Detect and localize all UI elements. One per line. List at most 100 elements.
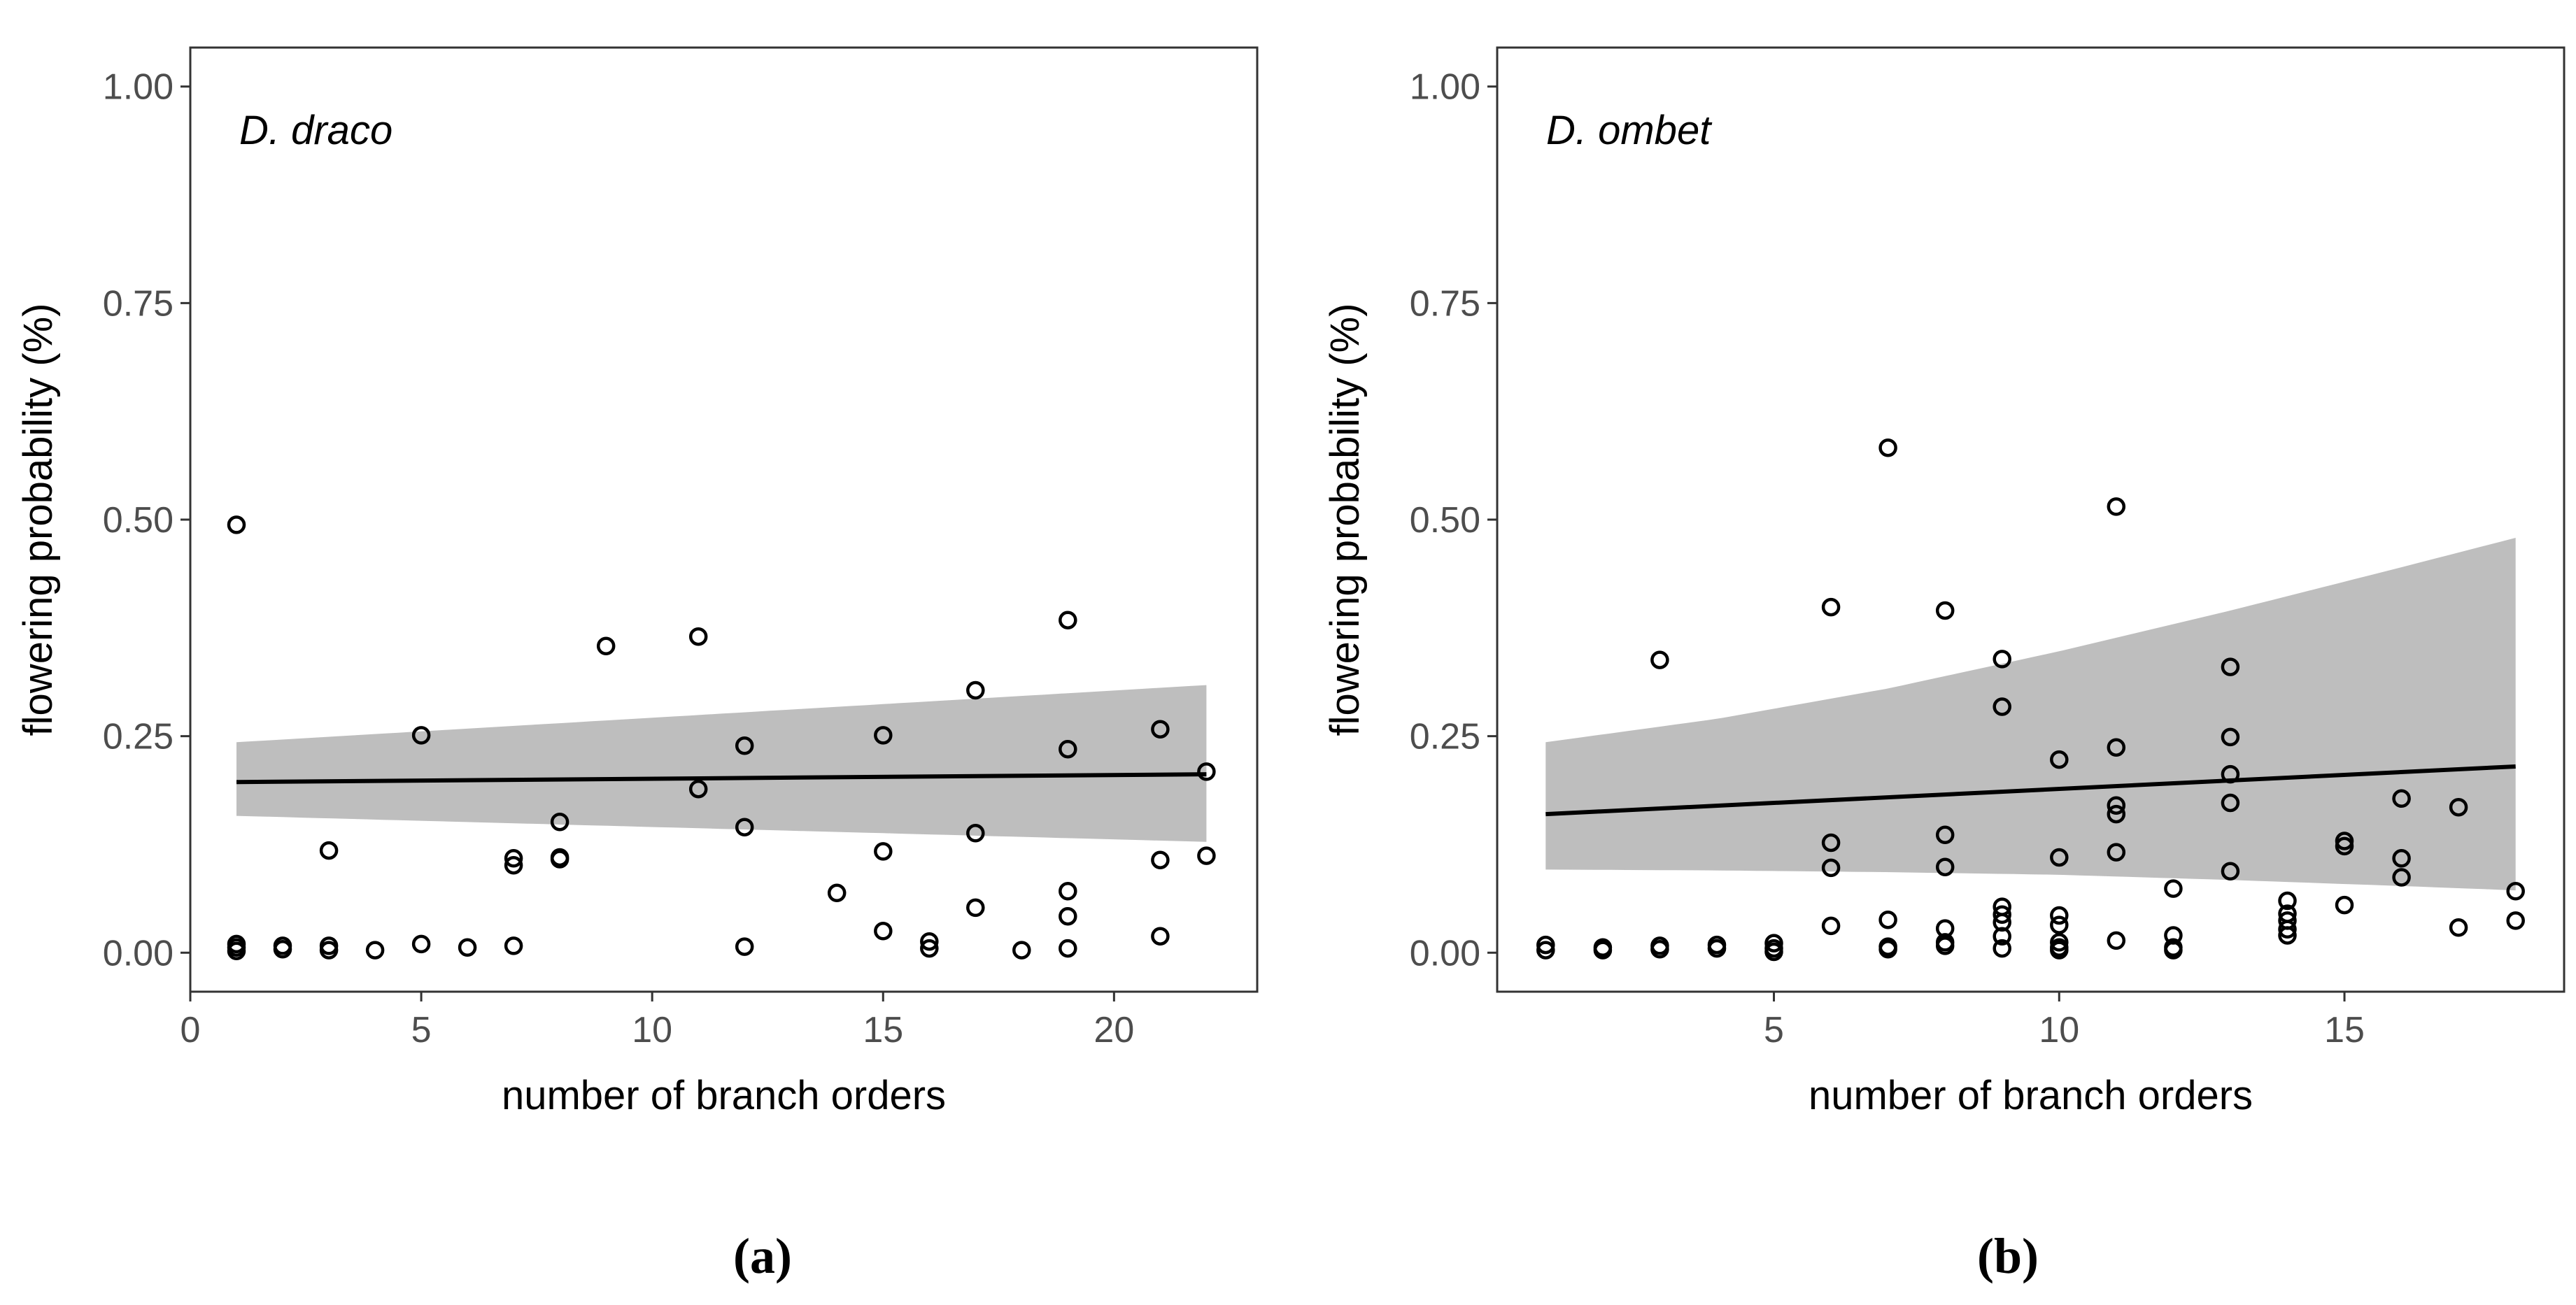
data-point xyxy=(874,842,893,861)
data-point xyxy=(2221,657,2240,676)
data-point xyxy=(2335,832,2354,850)
data-point xyxy=(2449,797,2468,817)
data-point xyxy=(596,636,616,656)
data-point xyxy=(735,937,754,956)
data-point xyxy=(2221,793,2240,813)
y-tick-label: 0.25 xyxy=(103,717,174,757)
data-point xyxy=(1878,910,1897,929)
data-point xyxy=(688,779,708,799)
data-point xyxy=(2221,764,2240,784)
data-point xyxy=(2050,906,2069,925)
x-tick-label: 20 xyxy=(1094,1010,1134,1050)
data-point xyxy=(1935,936,1955,955)
data-point xyxy=(735,736,754,755)
x-axis-title: number of branch orders xyxy=(502,1073,946,1118)
y-tick-label: 1.00 xyxy=(1410,67,1480,108)
data-point xyxy=(2107,931,2126,950)
data-point xyxy=(1059,611,1077,629)
data-point xyxy=(1993,939,2011,958)
x-tick-label: 5 xyxy=(411,1010,432,1050)
y-axis-title: flowering probability (%) xyxy=(15,304,61,736)
data-point xyxy=(411,726,431,745)
data-point xyxy=(2392,849,2411,868)
x-tick-label: 10 xyxy=(632,1010,672,1050)
data-point xyxy=(2107,497,2126,516)
data-point xyxy=(1821,858,1841,878)
data-point xyxy=(735,818,754,836)
data-point xyxy=(2050,933,2069,952)
x-tick-label: 15 xyxy=(2324,1010,2365,1050)
data-point xyxy=(2449,918,2468,937)
data-point xyxy=(2050,848,2069,867)
fit-line xyxy=(1545,764,2516,817)
data-point xyxy=(2221,727,2240,747)
data-point xyxy=(1764,942,1783,962)
data-point xyxy=(2506,911,2525,930)
data-point xyxy=(550,812,569,832)
panel-border xyxy=(189,46,1259,993)
y-tick-label: 0.75 xyxy=(1410,283,1480,324)
data-point xyxy=(2278,920,2297,939)
data-point xyxy=(1935,857,1955,876)
data-point xyxy=(874,726,893,745)
data-point xyxy=(1878,438,1897,457)
data-point xyxy=(458,938,477,957)
confidence-band xyxy=(236,685,1207,842)
data-point xyxy=(2164,879,2183,898)
y-tick-label: 0.25 xyxy=(1410,717,1480,757)
data-point xyxy=(227,515,246,534)
data-point xyxy=(1821,916,1841,936)
data-point xyxy=(2050,915,2069,934)
data-point xyxy=(2107,796,2126,815)
data-point xyxy=(504,855,523,875)
data-point xyxy=(1650,650,1669,669)
data-point xyxy=(550,850,569,869)
data-point xyxy=(2335,895,2354,915)
panel-a: 0.00 0.25 0.50 0.75 1.00 0 5 10 15 20 number of br… xyxy=(15,46,1259,1284)
data-point xyxy=(966,898,985,918)
data-point xyxy=(1197,762,1216,781)
x-tick-label: 15 xyxy=(863,1010,903,1050)
species-label: D. ombet xyxy=(1546,108,1713,153)
data-point xyxy=(874,922,893,941)
data-point xyxy=(2335,836,2354,856)
data-point xyxy=(1059,906,1077,926)
data-point xyxy=(273,940,292,959)
data-point xyxy=(1821,597,1841,617)
data-point xyxy=(1151,927,1170,946)
data-point xyxy=(1593,941,1613,960)
x-tick-label: 5 xyxy=(1764,1010,1784,1050)
data-point xyxy=(2050,750,2069,769)
data-point xyxy=(1935,825,1955,845)
x-axis-title: number of branch orders xyxy=(1809,1073,2253,1118)
data-point xyxy=(688,627,708,646)
y-tick-label: 0.75 xyxy=(103,283,174,324)
y-tick-label: 0.50 xyxy=(1410,500,1480,541)
data-point xyxy=(1707,939,1727,958)
fit-line xyxy=(236,772,1207,785)
y-tick-label: 0.00 xyxy=(103,933,174,974)
data-point xyxy=(319,941,339,960)
y-tick-label: 0.50 xyxy=(103,500,174,541)
data-point xyxy=(504,936,523,955)
data-point xyxy=(1151,720,1170,739)
data-point xyxy=(2164,941,2183,960)
data-point xyxy=(2107,804,2126,824)
data-point xyxy=(411,934,431,954)
data-point xyxy=(1764,934,1783,953)
data-point xyxy=(2278,891,2297,911)
data-point xyxy=(2107,843,2126,862)
data-point xyxy=(966,824,985,843)
species-label: D. draco xyxy=(239,108,392,153)
data-point xyxy=(365,941,385,960)
data-point xyxy=(1059,739,1077,759)
data-point xyxy=(966,680,985,700)
x-tick-label: 10 xyxy=(2039,1010,2079,1050)
y-axis-title: flowering probability (%) xyxy=(1322,304,1368,736)
data-point xyxy=(2506,882,2525,901)
data-point xyxy=(1012,941,1031,960)
data-point xyxy=(1993,905,2011,925)
panel-caption: (b) xyxy=(1977,1228,2039,1284)
y-tick-label: 1.00 xyxy=(103,67,174,108)
confidence-band xyxy=(1545,538,2516,891)
